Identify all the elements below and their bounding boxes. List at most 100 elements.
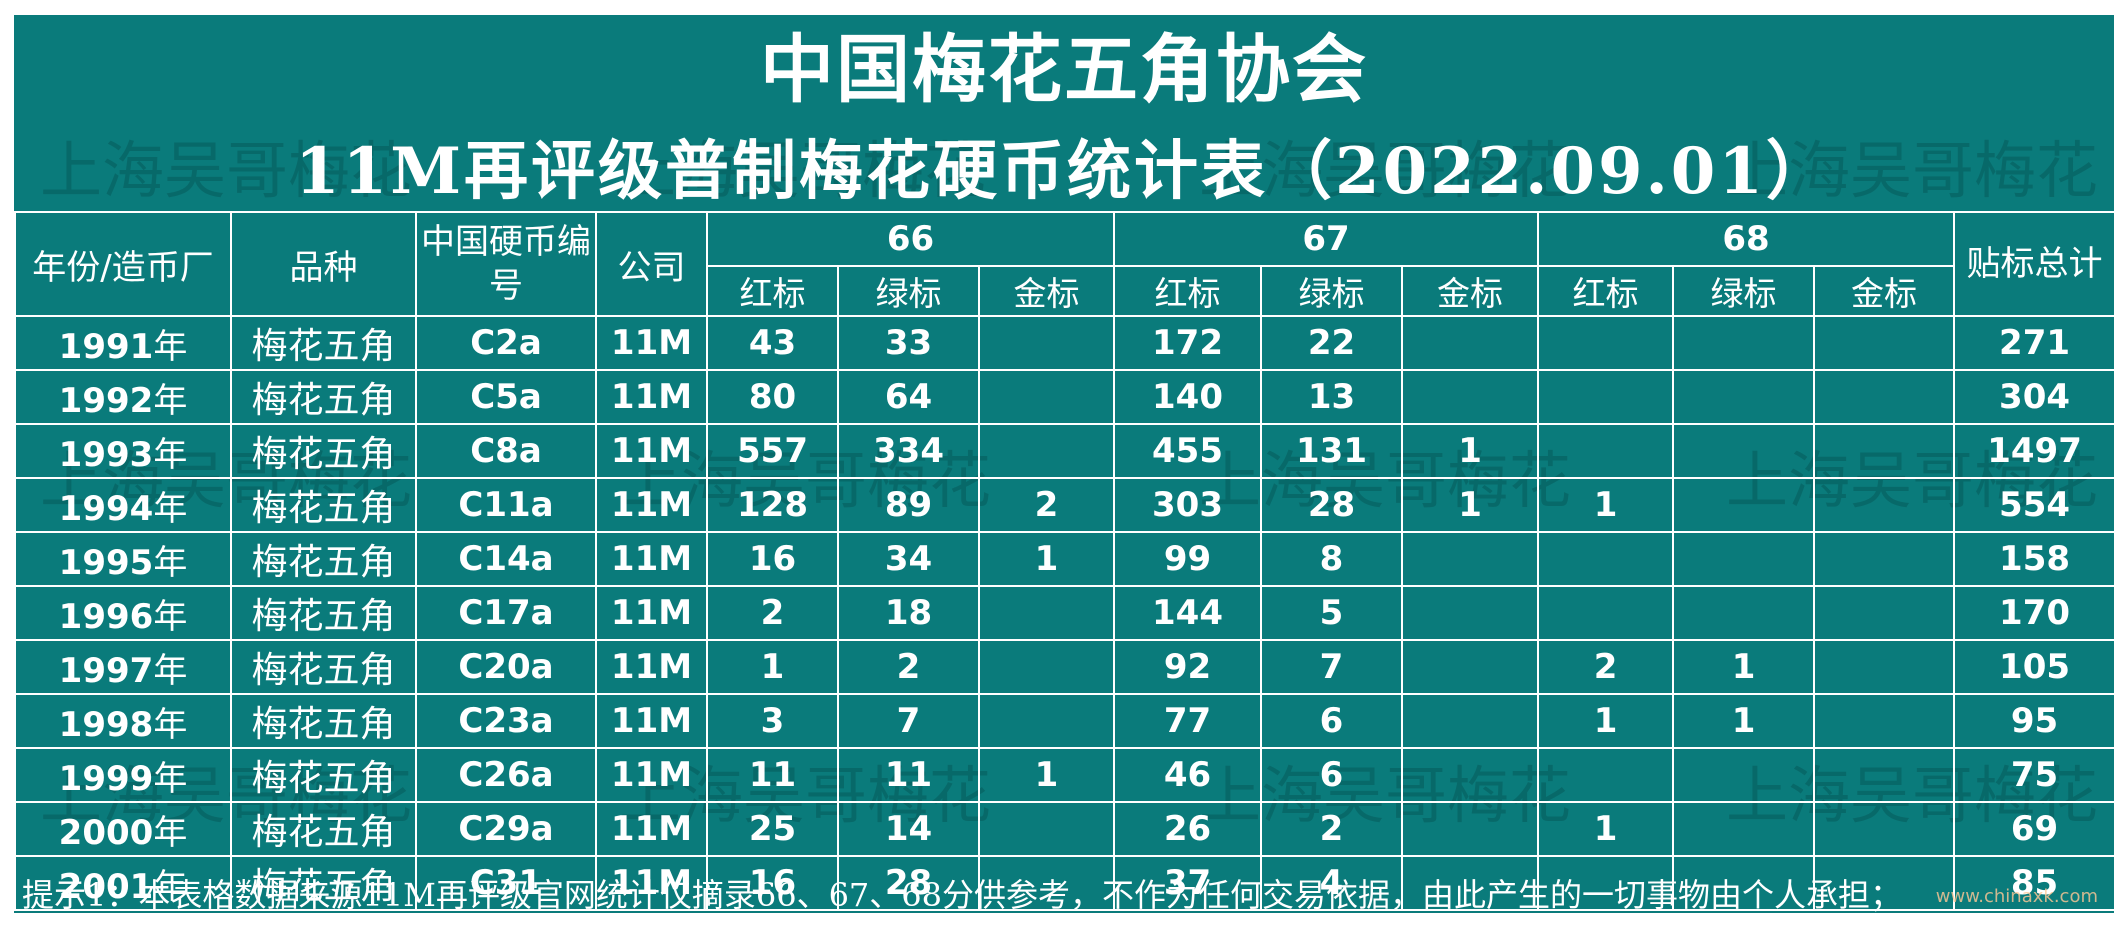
cell-68-red [1537, 531, 1675, 587]
cell-68-red [1537, 585, 1675, 641]
header-green-label: 绿标 [1260, 265, 1404, 317]
cell-66-green: 33 [837, 315, 980, 371]
cell-68-gold [1813, 477, 1956, 533]
cell-variety: 梅花五角 [230, 369, 417, 425]
cell-company: 11M [595, 531, 708, 587]
year-unit: 年 [153, 488, 188, 529]
cell-67-gold [1401, 531, 1540, 587]
cell-66-green: 64 [837, 369, 980, 425]
cell-68-green [1672, 585, 1816, 641]
statistics-sheet: 上海吴哥梅花 上海吴哥梅花 上海吴哥梅花 上海吴哥梅花 上海吴哥梅花 上海吴哥梅… [14, 15, 2114, 913]
cell-66-gold [977, 369, 1116, 425]
cell-66-gold [977, 315, 1116, 371]
cell-company: 11M [595, 693, 708, 749]
year-unit: 年 [153, 812, 188, 853]
cell-66-red: 1 [706, 639, 839, 695]
cell-coin-code: C29a [415, 801, 597, 857]
cell-total: 158 [1953, 531, 2114, 587]
year-number: 2000 [58, 812, 154, 853]
year-unit: 年 [153, 650, 188, 691]
cell-68-red: 2 [1537, 639, 1675, 695]
cell-66-green: 14 [837, 801, 980, 857]
year-number: 1991 [58, 326, 154, 367]
cell-68-gold [1813, 423, 1956, 479]
cell-67-red: 77 [1113, 693, 1263, 749]
cell-66-red: 43 [706, 315, 839, 371]
cell-coin-code: C31 [415, 855, 597, 911]
cell-variety: 梅花五角 [230, 423, 417, 479]
year-number: 1996 [58, 596, 154, 637]
header-total: 贴标总计 [1953, 211, 2114, 317]
cell-coin-code: C8a [415, 423, 597, 479]
cell-company: 11M [595, 585, 708, 641]
cell-year: 1995年 [14, 531, 232, 587]
cell-coin-code: C2a [415, 315, 597, 371]
cell-67-gold [1401, 855, 1540, 911]
table-row: 1992年 梅花五角 C5a 11M 80 64 140 13 304 [14, 369, 2114, 425]
cell-68-gold [1813, 639, 1956, 695]
cell-67-green: 8 [1260, 531, 1404, 587]
cell-66-green: 7 [837, 693, 980, 749]
cell-variety: 梅花五角 [230, 801, 417, 857]
cell-68-green [1672, 855, 1816, 911]
cell-coin-code: C17a [415, 585, 597, 641]
cell-67-red: 46 [1113, 747, 1263, 803]
table-row: 1996年 梅花五角 C17a 11M 2 18 144 5 170 [14, 585, 2114, 641]
header-coin-code: 中国硬币编号 [415, 211, 597, 317]
header-green-label: 绿标 [1672, 265, 1816, 317]
cell-variety: 梅花五角 [230, 477, 417, 533]
year-number: 1995 [58, 542, 154, 583]
cell-67-red: 37 [1113, 855, 1263, 911]
cell-67-green: 2 [1260, 801, 1404, 857]
cell-company: 11M [595, 423, 708, 479]
cell-variety: 梅花五角 [230, 693, 417, 749]
cell-68-red [1537, 369, 1675, 425]
year-unit: 年 [153, 542, 188, 583]
cell-68-red [1537, 747, 1675, 803]
year-unit: 年 [153, 434, 188, 475]
cell-total: 271 [1953, 315, 2114, 371]
year-number: 1994 [58, 488, 154, 529]
cell-67-red: 92 [1113, 639, 1263, 695]
cell-company: 11M [595, 801, 708, 857]
table-row: 1999年 梅花五角 C26a 11M 11 11 1 46 6 75 [14, 747, 2114, 803]
cell-company: 11M [595, 639, 708, 695]
cell-67-red: 172 [1113, 315, 1263, 371]
cell-total: 105 [1953, 639, 2114, 695]
cell-66-green: 2 [837, 639, 980, 695]
cell-variety: 梅花五角 [230, 585, 417, 641]
cell-67-gold [1401, 369, 1540, 425]
header-gold-label: 金标 [977, 265, 1116, 317]
header-green-label: 绿标 [837, 265, 980, 317]
cell-67-red: 455 [1113, 423, 1263, 479]
table-subtitle: 11M再评级普制梅花硬币统计表（2022.09.01） [295, 134, 1833, 209]
table-row: 1997年 梅花五角 C20a 11M 1 2 92 7 2 1 105 [14, 639, 2114, 695]
year-unit: 年 [153, 596, 188, 637]
cell-66-gold [977, 585, 1116, 641]
site-watermark: www.chinaxk.com [1935, 886, 2098, 907]
cell-66-green: 11 [837, 747, 980, 803]
cell-68-red: 1 [1537, 693, 1675, 749]
table-row: 2000年 梅花五角 C29a 11M 25 14 26 2 1 69 [14, 801, 2114, 857]
cell-coin-code: C26a [415, 747, 597, 803]
header-group-68: 68 [1537, 211, 1956, 267]
cell-66-gold: 1 [977, 531, 1116, 587]
cell-company: 11M [595, 477, 708, 533]
header-group-66: 66 [705, 211, 1116, 267]
cell-67-gold: 1 [1401, 423, 1540, 479]
cell-68-green [1672, 477, 1816, 533]
cell-67-gold: 1 [1401, 477, 1540, 533]
cell-67-green: 22 [1260, 315, 1404, 371]
cell-67-gold [1401, 639, 1540, 695]
cell-67-green: 131 [1260, 423, 1404, 479]
header-variety: 品种 [230, 211, 417, 317]
table-body: 1991年 梅花五角 C2a 11M 43 33 172 22 271 1992年 梅花五角 C5a 1… [14, 315, 2114, 911]
cell-66-green: 89 [837, 477, 980, 533]
cell-66-red: 128 [706, 477, 839, 533]
cell-year: 1993年 [14, 423, 232, 479]
cell-year: 1994年 [14, 477, 232, 533]
cell-68-gold [1813, 747, 1956, 803]
cell-68-gold [1813, 801, 1956, 857]
year-unit: 年 [153, 758, 188, 799]
cell-68-green [1672, 423, 1816, 479]
